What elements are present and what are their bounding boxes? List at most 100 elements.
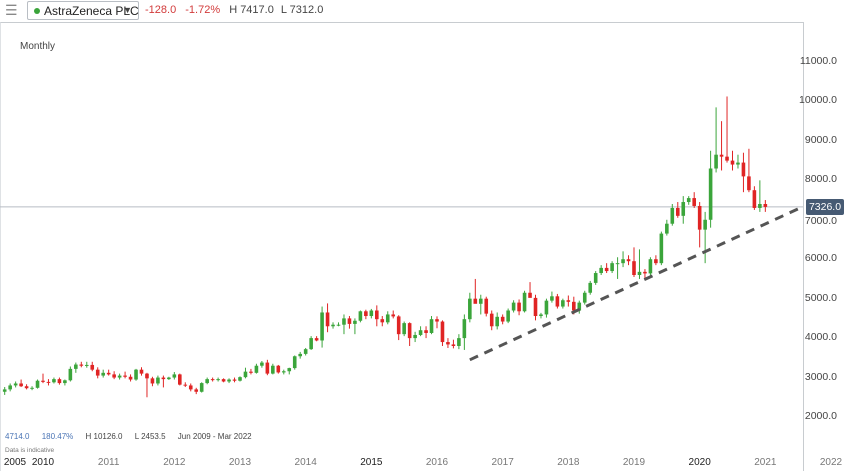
candle (550, 291, 554, 303)
candle (648, 257, 653, 276)
candle (632, 247, 636, 277)
candle (375, 305, 379, 327)
chevron-down-icon: ▼ (123, 5, 132, 15)
candle (533, 294, 538, 321)
hamburger-menu-icon[interactable]: ☰ (5, 2, 18, 18)
candle (517, 299, 521, 316)
candle (561, 298, 565, 309)
candle (68, 366, 73, 382)
x-tick-label: 2015 (360, 457, 383, 468)
candle (243, 367, 248, 379)
candle (462, 314, 467, 350)
candle (593, 271, 598, 285)
candle (249, 368, 253, 375)
candle (643, 269, 647, 279)
candle (473, 278, 478, 304)
candle (544, 298, 549, 318)
candle (446, 338, 450, 348)
candle (539, 312, 543, 319)
stats-value: 4714.0 (5, 432, 30, 441)
candle (320, 306, 324, 348)
candle (692, 192, 696, 208)
instrument-selector[interactable]: AstraZeneca PLC ▼ (27, 1, 139, 20)
candle (139, 367, 144, 376)
candle (194, 387, 199, 395)
candle (90, 361, 95, 372)
candle (637, 249, 642, 279)
candle (468, 292, 472, 323)
candle (336, 322, 341, 327)
candle (741, 152, 746, 193)
chart-area[interactable] (0, 22, 804, 471)
x-tick-label: 2017 (491, 457, 514, 468)
candle (610, 261, 614, 274)
stats-range: Jun 2009 - Mar 2022 (177, 432, 252, 441)
candle (719, 121, 724, 171)
candle (101, 369, 105, 378)
candle (675, 202, 680, 218)
candle (758, 180, 762, 212)
x-tick-label: 2022 (819, 457, 843, 468)
candle (604, 263, 609, 274)
candle (41, 373, 45, 384)
x-tick-label: 2014 (294, 457, 317, 468)
candle (353, 318, 357, 335)
candle (13, 381, 18, 388)
candle (216, 377, 220, 382)
stats-pct: 180.47% (41, 432, 74, 441)
session-low: L 7312.0 (280, 4, 324, 16)
y-tick-label: 2000.0 (804, 410, 837, 422)
candle (30, 386, 34, 391)
candle (418, 326, 423, 337)
quote-summary: -128.0 -1.72% H 7417.0 L 7312.0 (145, 4, 327, 16)
candle (74, 362, 78, 373)
x-tick-label: 2020 (688, 457, 711, 468)
candle (402, 321, 406, 337)
candle (128, 374, 133, 382)
candle (380, 316, 385, 327)
candle (522, 290, 527, 313)
candle (150, 376, 155, 387)
candle (63, 379, 67, 386)
candle (577, 300, 582, 314)
chart-period-label: Monthly (20, 41, 56, 52)
candle (210, 377, 215, 382)
candle (747, 148, 751, 193)
market-open-status-icon (34, 8, 40, 14)
candle (314, 336, 319, 342)
x-tick-label: 2005 (3, 457, 27, 468)
candle (599, 265, 603, 275)
candle (24, 384, 29, 390)
x-tick-label: 2010 (31, 457, 55, 468)
candle (736, 154, 740, 169)
candle (495, 312, 499, 330)
candle (708, 150, 713, 228)
y-tick-label: 6000.0 (804, 252, 837, 265)
x-tick-label: 2011 (97, 457, 120, 468)
candle (227, 378, 231, 384)
x-tick-label: 2019 (622, 457, 646, 468)
candle (500, 314, 505, 325)
candle (703, 211, 707, 264)
candle (506, 308, 510, 324)
candle (156, 375, 160, 386)
candle (161, 375, 166, 388)
candle (413, 331, 417, 343)
candle (670, 204, 675, 226)
candle (364, 309, 368, 320)
candle (8, 383, 12, 392)
candle (615, 257, 620, 279)
candle (183, 382, 188, 388)
candle (697, 202, 702, 248)
support-trendline[interactable] (469, 206, 801, 362)
x-tick-label: 2021 (754, 457, 777, 468)
price-change-percent: -1.72% (185, 4, 221, 16)
candle (681, 196, 686, 224)
candle (484, 296, 489, 317)
candle (489, 310, 494, 331)
candle (309, 336, 313, 350)
session-high: H 7417.0 (229, 4, 274, 16)
candle (714, 107, 718, 173)
candle (435, 316, 439, 329)
